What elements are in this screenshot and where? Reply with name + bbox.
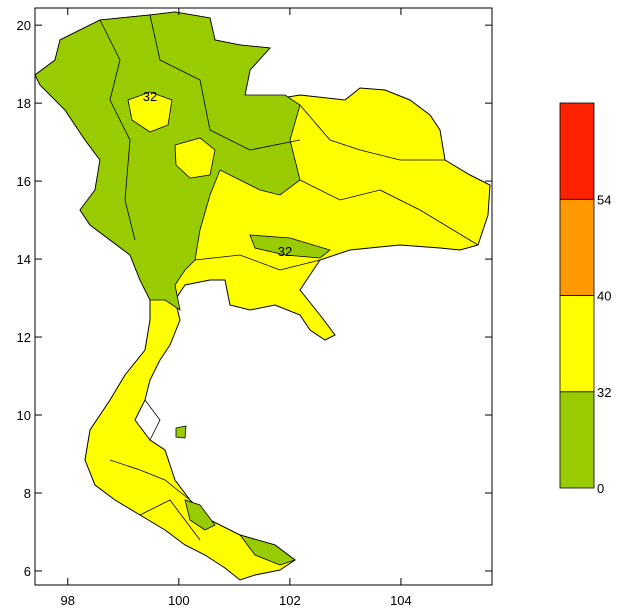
- colorbar-segment: [559, 198, 595, 296]
- province-border: [144, 399, 161, 441]
- zone-yellow-spot: [127, 91, 173, 133]
- y-tick-label: 20: [17, 18, 31, 33]
- island: [175, 425, 187, 439]
- zone-yellow-spot: [174, 137, 216, 179]
- x-tick-label: 100: [168, 593, 190, 608]
- province-border: [299, 104, 445, 161]
- y-tick-label: 14: [17, 252, 31, 267]
- y-tick-label: 12: [17, 330, 31, 345]
- x-tick-label: 104: [390, 593, 412, 608]
- province-border: [139, 499, 201, 541]
- map-shapes: [34, 11, 491, 581]
- zone-green-south: [184, 499, 216, 531]
- colorbar-label: 32: [597, 385, 611, 400]
- colorbar-segment: [559, 295, 595, 393]
- zone-green-band: [249, 234, 331, 259]
- x-tick-label: 98: [61, 593, 75, 608]
- y-tick-label: 16: [17, 174, 31, 189]
- y-tick-label: 6: [24, 564, 31, 579]
- province-border: [194, 254, 321, 271]
- province-border: [149, 14, 301, 151]
- colorbar-label: 0: [597, 481, 604, 496]
- colorbar-label: 54: [597, 192, 611, 207]
- y-tick-label: 8: [24, 486, 31, 501]
- plot-frame: [34, 7, 493, 586]
- province-border: [299, 179, 479, 246]
- zone-green: [34, 11, 301, 311]
- x-tick-label: 102: [279, 593, 301, 608]
- y-tick-label: 18: [17, 96, 31, 111]
- colorbar-segment: [559, 102, 595, 200]
- province-border: [109, 459, 191, 501]
- zone-green-south: [238, 534, 296, 566]
- contour-label: 32: [278, 244, 292, 259]
- colorbar-label: 40: [597, 289, 611, 304]
- colorbar-segment: [559, 391, 595, 489]
- province-border: [99, 19, 136, 241]
- y-tick-label: 10: [17, 408, 31, 423]
- contour-label: 32: [143, 89, 157, 104]
